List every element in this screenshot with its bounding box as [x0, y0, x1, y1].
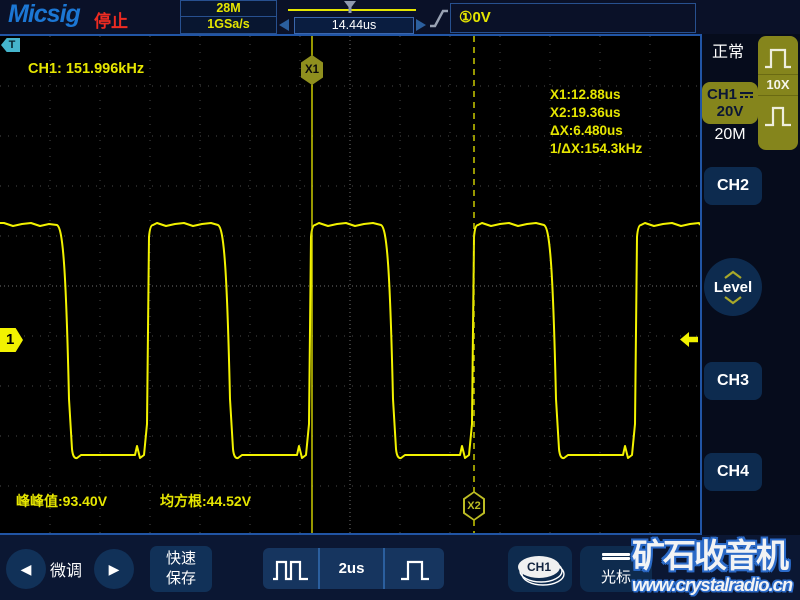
level-knob-label: Level: [713, 278, 753, 296]
probe-panel[interactable]: 10X: [758, 36, 798, 150]
memory-depth-label: 28M: [181, 1, 276, 17]
measure-rms: 均方根:44.52V: [160, 493, 252, 509]
timebase-zoom-in-button[interactable]: [385, 548, 444, 589]
single-pulse-icon: [400, 560, 429, 580]
delay-right-arrow-icon[interactable]: [416, 19, 426, 31]
group-divider: [383, 548, 385, 589]
acquisition-info-box[interactable]: 28M 1GSa/s: [180, 0, 277, 34]
quick-save-label-line2: 保存: [165, 570, 196, 587]
pulse-wide-icon: [765, 48, 791, 69]
quick-save-button[interactable]: 快速 保存: [150, 546, 212, 592]
top-status-bar: Micsig 停止 28M 1GSa/s 14.44us ①0V: [0, 0, 800, 34]
horizontal-position-readout[interactable]: 14.44us: [294, 17, 414, 34]
dc-coupling-icon: [740, 91, 753, 98]
right-control-sidebar: 正常 10X CH1 20V 20M CH2 Level: [702, 34, 800, 535]
cursor-x2-readout: X2:19.36us: [550, 105, 621, 120]
cursor-x1-handle[interactable]: X1: [301, 55, 323, 85]
cursor-invdx-readout: 1/ΔX:154.3kHz: [550, 141, 643, 156]
channel1-scale-label: 20V: [716, 103, 744, 120]
pulse-train-icon: [272, 560, 308, 580]
sample-rate-label: 1GSa/s: [207, 17, 250, 31]
group-divider: [318, 548, 320, 589]
pulse-narrow-icon: [765, 106, 791, 127]
channel-stack-icon: CH1: [518, 555, 565, 586]
channel1-button[interactable]: CH1 20V: [702, 82, 758, 124]
brand-logo: Micsig: [8, 0, 81, 28]
channel2-button[interactable]: CH2: [704, 167, 762, 205]
chevron-down-icon: [724, 295, 742, 304]
timebase-value[interactable]: 2us: [338, 560, 365, 577]
trigger-offscreen-marker[interactable]: T: [1, 38, 20, 52]
timebase-zoom-out-button[interactable]: [263, 548, 318, 589]
cursor-menu-button[interactable]: 光标: [580, 546, 652, 592]
trigger-mode-label: 正常: [712, 44, 745, 61]
timebase-control-group: 2us: [263, 548, 444, 589]
trigger-position-bar: [288, 9, 416, 11]
channel3-button[interactable]: CH3: [704, 362, 762, 400]
cursor-x2-handle[interactable]: X2: [463, 491, 485, 521]
cursor-menu-label: 光标: [600, 568, 631, 586]
scope-graticule: [0, 36, 700, 533]
increment-button[interactable]: ▶: [94, 549, 134, 589]
run-state-label[interactable]: 停止: [94, 12, 128, 31]
channel4-button[interactable]: CH4: [704, 453, 762, 491]
cursor-x1-readout: X1:12.88us: [550, 87, 621, 102]
measure-peak-to-peak: 峰峰值:93.40V: [16, 493, 108, 509]
channel1-position-marker[interactable]: 1: [0, 328, 23, 352]
active-channel-button[interactable]: CH1: [508, 546, 572, 592]
probe-panel-divider: [758, 95, 798, 96]
trigger-slope-rising-icon[interactable]: [428, 6, 450, 30]
cursor-dx-readout: ΔX:6.480us: [550, 123, 623, 138]
chevron-up-icon: [724, 270, 742, 279]
waveform-display-area[interactable]: T CH1: 151.996kHz X1:12.88us X2:19.36us …: [0, 34, 702, 535]
channel1-waveform: [0, 222, 700, 460]
probe-panel-divider: [758, 74, 798, 75]
active-channel-label: CH1: [527, 560, 551, 574]
frequency-readout: CH1: 151.996kHz: [28, 61, 145, 77]
quick-save-label-line1: 快速: [165, 550, 196, 567]
trigger-level-knob[interactable]: Level: [704, 258, 762, 316]
decrement-button[interactable]: ◀: [6, 549, 46, 589]
probe-attenuation-label: 10X: [766, 77, 790, 92]
trigger-level-readout[interactable]: ①0V: [450, 3, 696, 33]
fine-adjust-label: 微调: [50, 563, 83, 580]
bottom-toolbar: ◀ 微调 ▶ 快速 保存 2us: [0, 535, 800, 600]
cursor-lines-icon: [602, 551, 630, 562]
channel1-button-label: CH1: [706, 86, 737, 103]
channel1-bandwidth-label: 20M: [714, 126, 746, 143]
cursor-readout-block: X1:12.88us X2:19.36us ΔX:6.480us 1/ΔX:15…: [550, 86, 642, 158]
cursor-x2-handle-label: X2: [465, 493, 483, 519]
delay-left-arrow-icon[interactable]: [279, 19, 289, 31]
trigger-position-marker-icon[interactable]: [343, 1, 357, 14]
